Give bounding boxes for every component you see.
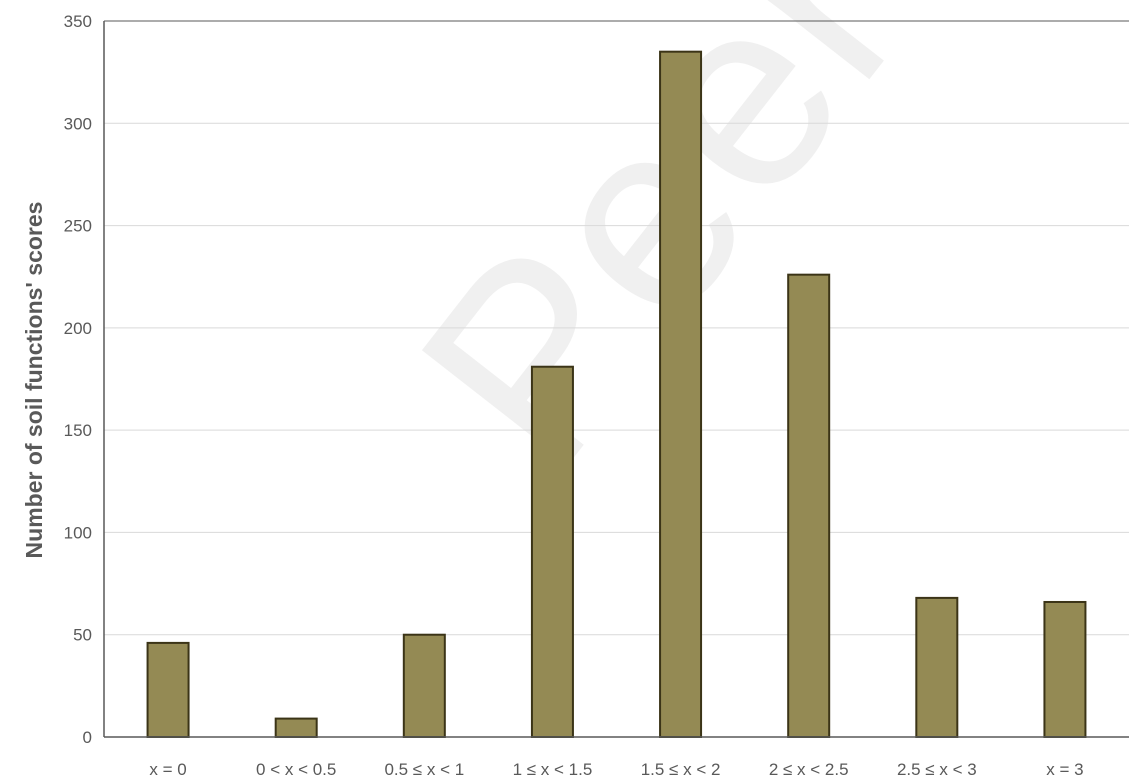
x-tick-label: 2.5 ≤ x < 3 [897,760,977,778]
y-tick-labels: 0 50 100 150 200 250 300 350 [64,12,92,747]
bar [787,273,831,738]
bar [915,596,959,738]
bar [530,365,574,738]
y-tick-label: 0 [83,728,92,747]
bar [1043,600,1087,738]
y-tick-label: 350 [64,12,92,31]
y-tick-label: 250 [64,217,92,236]
x-tick-label: 0.5 ≤ x < 1 [384,760,464,778]
y-tick-label: 150 [64,421,92,440]
bar [146,641,190,739]
y-tick-label: 300 [64,114,92,133]
y-tick-label: 100 [64,523,92,542]
x-tick-label: 1.5 ≤ x < 2 [641,760,721,778]
x-tick-label: 0 < x < 0.5 [256,760,336,778]
x-tick-label: 1 ≤ x < 1.5 [513,760,593,778]
gridlines [104,20,1129,636]
bars [146,50,1087,739]
bar [402,633,446,739]
x-tick-label: x = 3 [1046,760,1083,778]
x-tick-labels: x = 0 0 < x < 0.5 0.5 ≤ x < 1 1 ≤ x < 1.5 1.… [149,760,1083,778]
x-tick-label: x = 0 [149,760,186,778]
bar [659,50,703,738]
y-axis-label: Number of soil functions' scores [21,202,47,559]
y-tick-label: 50 [73,626,92,645]
x-tick-label: 2 ≤ x < 2.5 [769,760,849,778]
y-tick-label: 200 [64,319,92,338]
bar [274,717,318,738]
axes [103,20,1129,738]
